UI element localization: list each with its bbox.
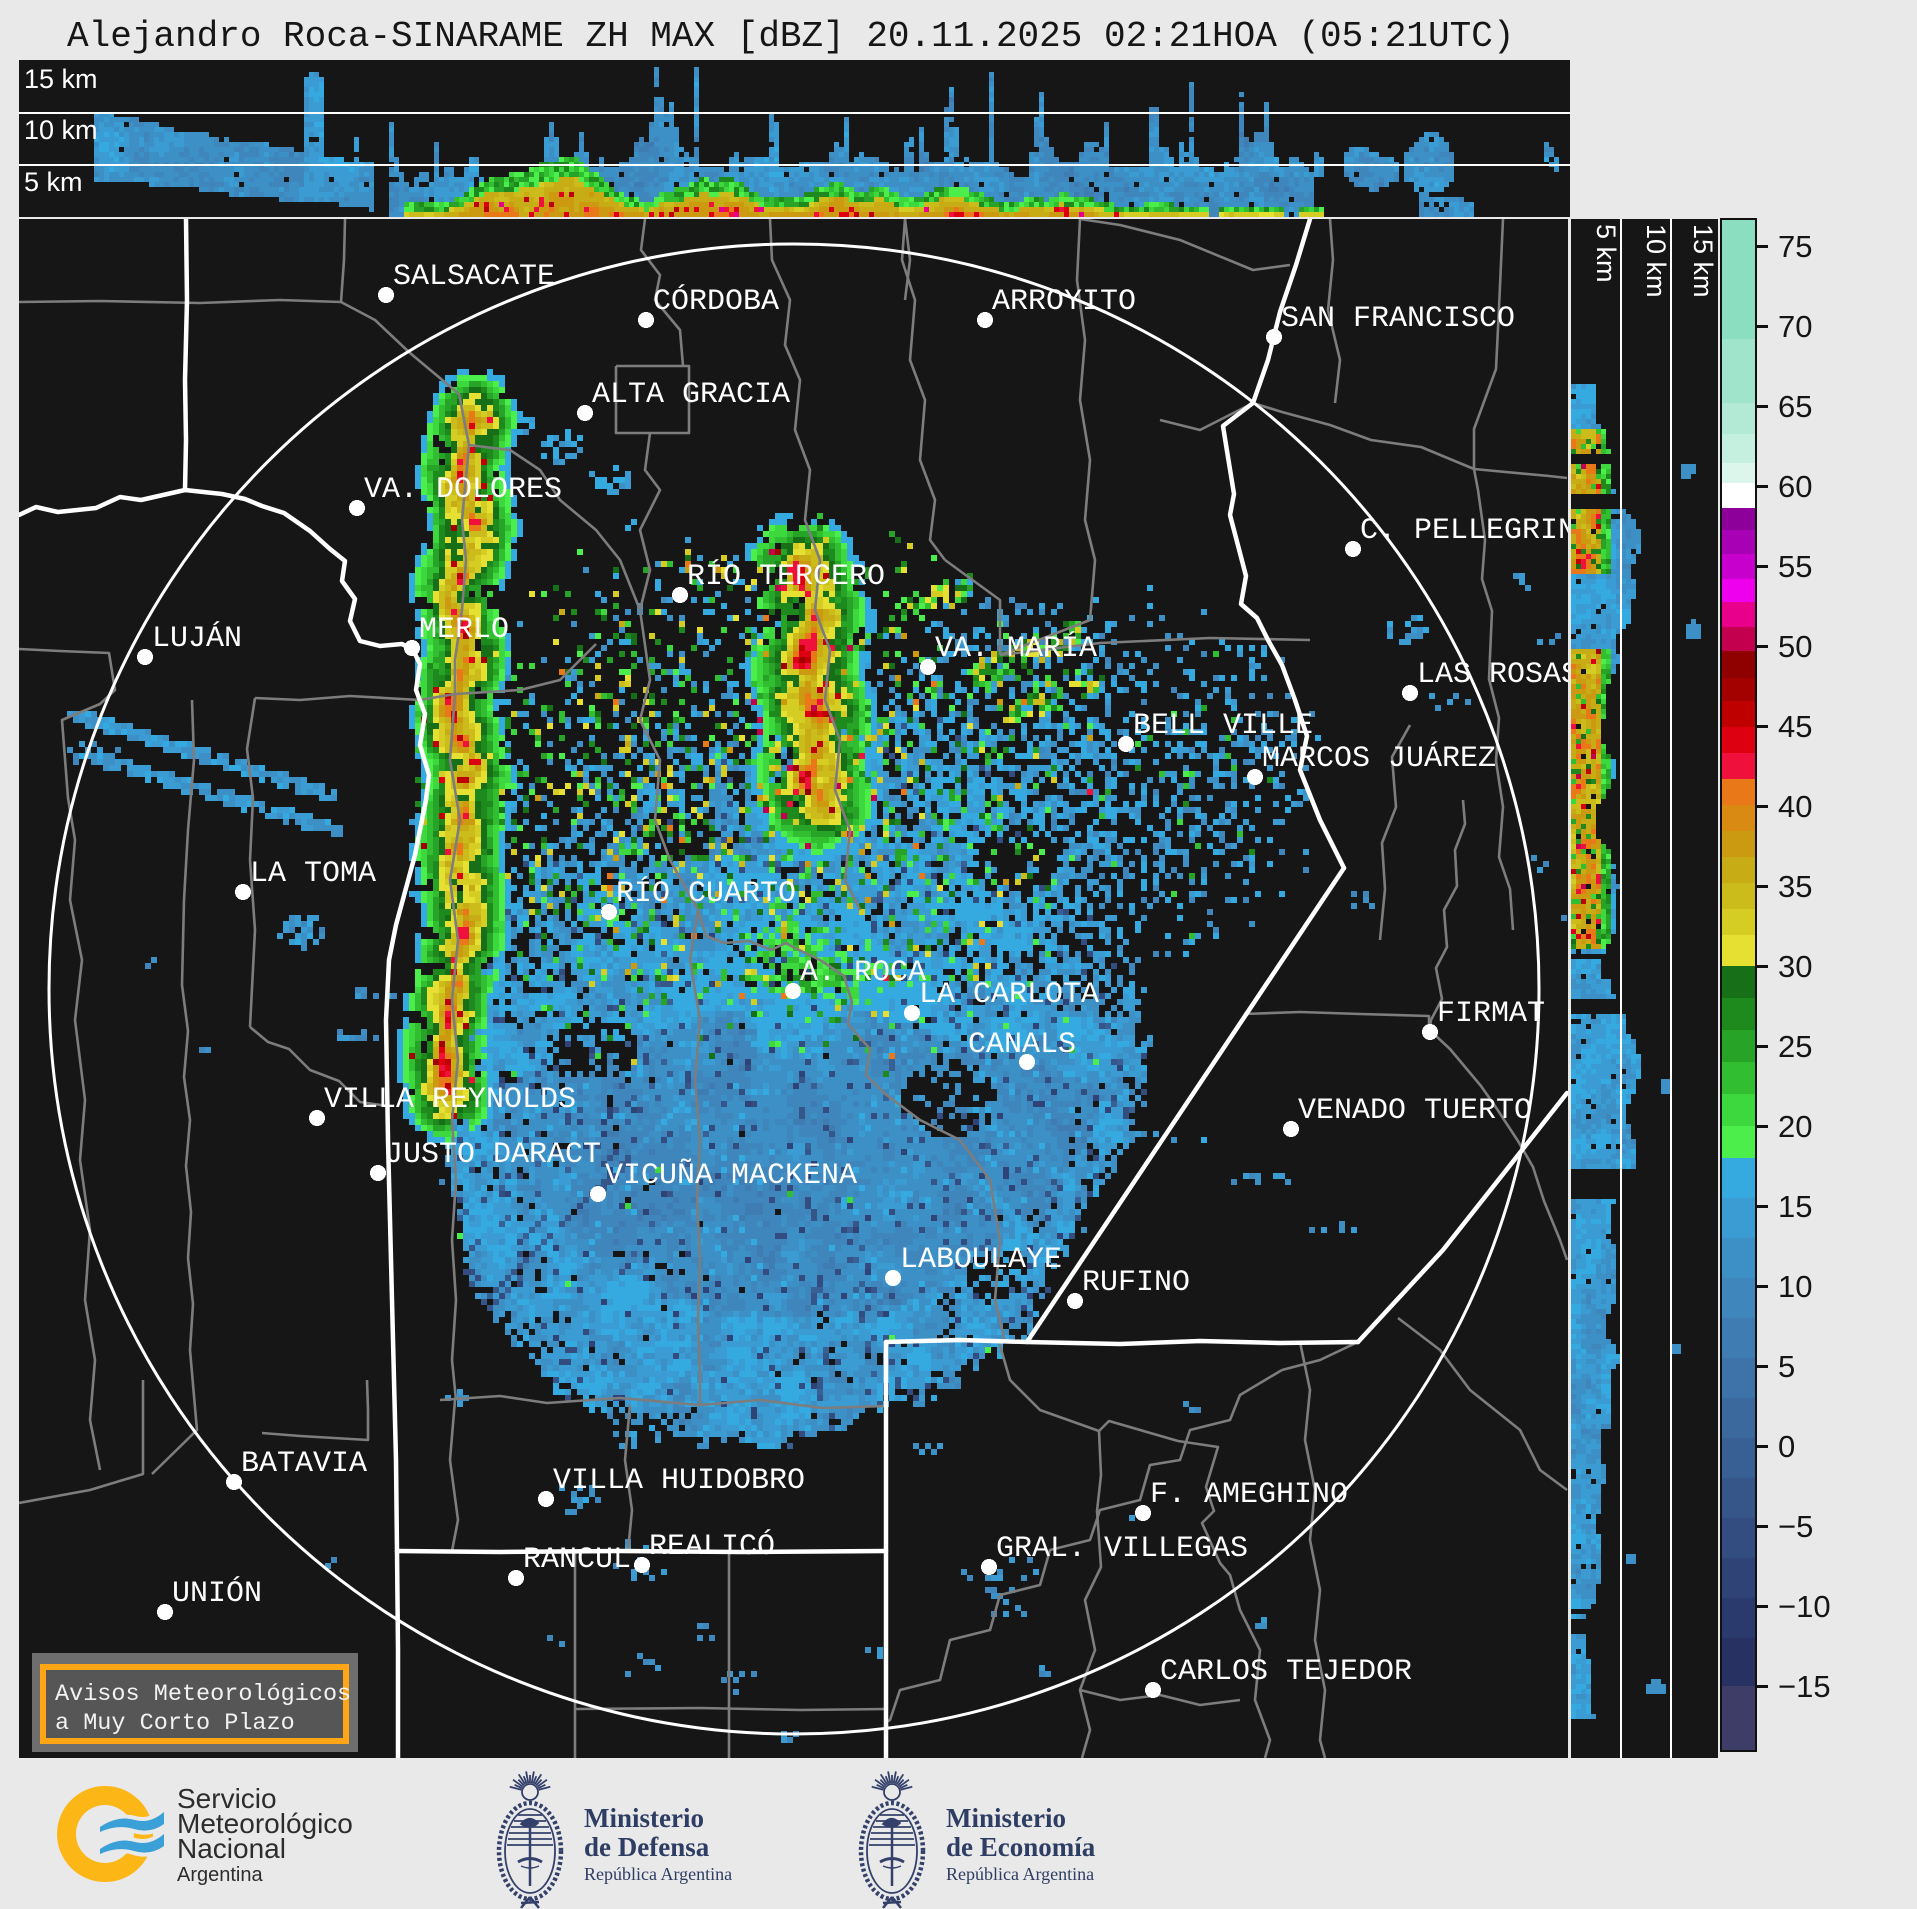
svg-text:15: 15 (1778, 1189, 1812, 1224)
svg-text:F. AMEGHINO: F. AMEGHINO (1150, 1478, 1348, 1512)
svg-text:Avisos Meteorológicos: Avisos Meteorológicos (55, 1681, 351, 1708)
svg-text:−5: −5 (1778, 1509, 1813, 1544)
svg-text:FIRMAT: FIRMAT (1437, 997, 1545, 1031)
svg-text:MERLO: MERLO (419, 613, 509, 647)
svg-text:35: 35 (1778, 869, 1812, 904)
svg-text:MARCOS JUÁREZ: MARCOS JUÁREZ (1262, 741, 1496, 776)
svg-text:15 km: 15 km (24, 64, 98, 94)
svg-text:Servicio: Servicio (177, 1783, 277, 1814)
svg-text:SAN FRANCISCO: SAN FRANCISCO (1281, 302, 1515, 336)
svg-text:Meteorológico: Meteorológico (177, 1808, 353, 1839)
svg-text:RÍO TERCERO: RÍO TERCERO (687, 559, 885, 594)
svg-text:0: 0 (1778, 1429, 1795, 1464)
svg-text:−15: −15 (1778, 1669, 1831, 1704)
svg-text:50: 50 (1778, 629, 1812, 664)
svg-text:55: 55 (1778, 549, 1812, 584)
svg-text:30: 30 (1778, 949, 1812, 984)
svg-text:C. PELLEGRINI: C. PELLEGRINI (1360, 514, 1594, 548)
svg-text:LABOULAYE: LABOULAYE (900, 1243, 1062, 1277)
svg-text:de Economía: de Economía (946, 1832, 1096, 1862)
svg-text:GRAL. VILLEGAS: GRAL. VILLEGAS (996, 1532, 1248, 1566)
svg-text:RÍO CUARTO: RÍO CUARTO (616, 876, 796, 911)
svg-text:40: 40 (1778, 789, 1812, 824)
svg-text:A. ROCA: A. ROCA (800, 956, 926, 990)
svg-text:LAS ROSAS: LAS ROSAS (1417, 658, 1579, 692)
svg-text:10 km: 10 km (24, 115, 98, 145)
svg-text:Alejandro Roca-SINARAME ZH MAX: Alejandro Roca-SINARAME ZH MAX [dBZ] 20.… (67, 16, 1514, 57)
svg-text:10: 10 (1778, 1269, 1812, 1304)
svg-text:Nacional: Nacional (177, 1833, 286, 1864)
svg-text:15 km: 15 km (1688, 224, 1718, 298)
svg-text:5: 5 (1778, 1349, 1795, 1384)
svg-text:60: 60 (1778, 469, 1812, 504)
svg-text:a Muy Corto Plazo: a Muy Corto Plazo (55, 1710, 295, 1737)
svg-text:VENADO TUERTO: VENADO TUERTO (1298, 1094, 1532, 1128)
svg-text:70: 70 (1778, 309, 1812, 344)
svg-text:de Defensa: de Defensa (584, 1832, 710, 1862)
svg-text:VILLA REYNOLDS: VILLA REYNOLDS (324, 1083, 576, 1117)
svg-text:República Argentina: República Argentina (946, 1864, 1094, 1884)
svg-text:VICUÑA MACKENA: VICUÑA MACKENA (605, 1158, 857, 1193)
svg-text:VA. DOLORES: VA. DOLORES (364, 473, 562, 507)
svg-text:SALSACATE: SALSACATE (393, 260, 555, 294)
svg-text:ARROYITO: ARROYITO (992, 285, 1136, 319)
svg-text:45: 45 (1778, 709, 1812, 744)
svg-text:Argentina: Argentina (177, 1864, 263, 1886)
svg-text:25: 25 (1778, 1029, 1812, 1064)
svg-text:BELL VILLE: BELL VILLE (1133, 709, 1313, 743)
svg-text:75: 75 (1778, 229, 1812, 264)
svg-text:UNIÓN: UNIÓN (172, 1576, 262, 1611)
svg-text:VILLA HUIDOBRO: VILLA HUIDOBRO (553, 1464, 805, 1498)
svg-text:LUJÁN: LUJÁN (152, 621, 242, 656)
svg-text:VA. MARÍA: VA. MARÍA (935, 631, 1097, 666)
svg-text:LA CARLOTA: LA CARLOTA (919, 978, 1099, 1012)
svg-text:20: 20 (1778, 1109, 1812, 1144)
svg-text:Ministerio: Ministerio (584, 1803, 704, 1833)
svg-text:RANCUL: RANCUL (523, 1543, 631, 1577)
svg-text:RUFINO: RUFINO (1082, 1266, 1190, 1300)
svg-text:JUSTO DARACT: JUSTO DARACT (385, 1138, 601, 1172)
svg-text:5 km: 5 km (24, 167, 83, 197)
svg-text:65: 65 (1778, 389, 1812, 424)
svg-text:−10: −10 (1778, 1589, 1831, 1624)
svg-text:Ministerio: Ministerio (946, 1803, 1066, 1833)
svg-text:5 km: 5 km (1591, 224, 1621, 283)
svg-text:CÓRDOBA: CÓRDOBA (653, 284, 779, 319)
svg-text:10 km: 10 km (1641, 224, 1671, 298)
svg-text:REALICÓ: REALICÓ (649, 1529, 775, 1564)
svg-text:ALTA GRACIA: ALTA GRACIA (592, 378, 790, 412)
svg-text:República Argentina: República Argentina (584, 1864, 732, 1884)
svg-text:CARLOS TEJEDOR: CARLOS TEJEDOR (1160, 1655, 1412, 1689)
svg-text:BATAVIA: BATAVIA (241, 1447, 367, 1481)
svg-text:LA TOMA: LA TOMA (250, 857, 376, 891)
